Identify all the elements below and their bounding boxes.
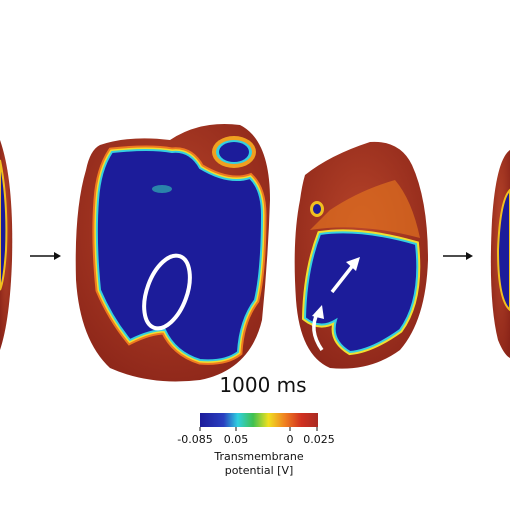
arrow <box>30 252 61 260</box>
colorbar-tick-label: 0 <box>287 433 294 446</box>
heart-left-partial <box>0 140 13 350</box>
heart-1-top-patch <box>212 136 256 168</box>
propagation-arrows <box>312 257 360 352</box>
colorbar-tick-label: 0.05 <box>224 433 249 446</box>
colorbar-gradient <box>200 413 318 427</box>
colorbar-tick-label: 0.025 <box>303 433 335 446</box>
colorbar: -0.085 0.05 0 0.025 Transmembrane potent… <box>177 413 335 477</box>
heart-2 <box>294 141 428 369</box>
colorbar-label: Transmembrane <box>213 450 303 463</box>
colorbar-tick-label: -0.085 <box>177 433 212 446</box>
heart-1 <box>75 124 270 382</box>
highlight-ellipse <box>142 253 192 331</box>
arrow <box>443 252 473 260</box>
heart-right-partial <box>490 150 510 358</box>
time-caption: 1000 ms <box>219 373 306 397</box>
colorbar-label: potential [V] <box>225 464 294 477</box>
